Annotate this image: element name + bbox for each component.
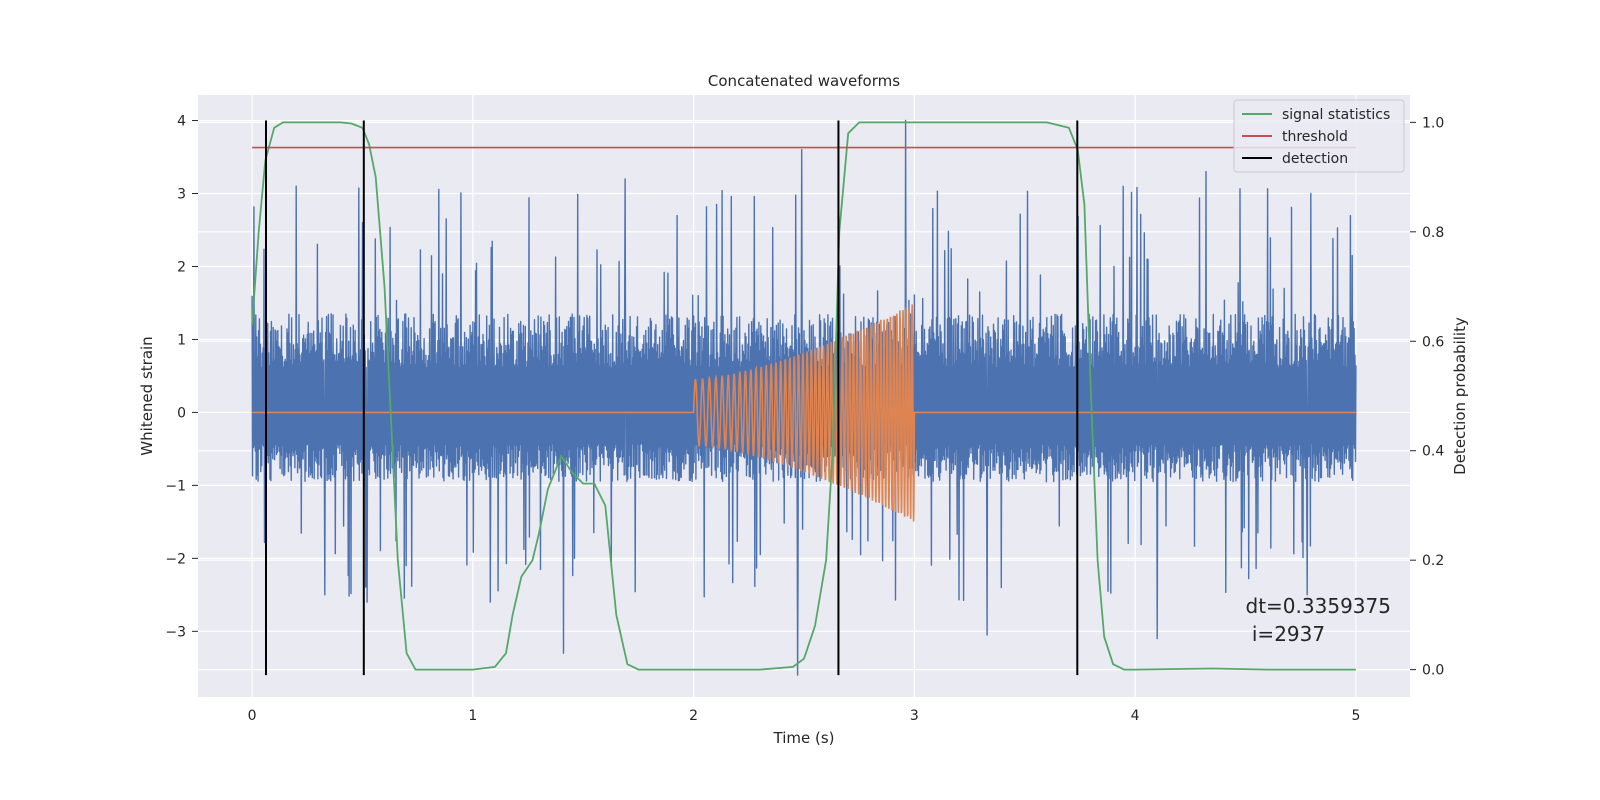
y-left-tick-label: −2 bbox=[165, 551, 186, 567]
x-tick-label: 4 bbox=[1131, 708, 1140, 724]
plot-series bbox=[251, 119, 1357, 676]
y-left-tick-label: 4 bbox=[177, 114, 186, 130]
legend-box bbox=[1233, 99, 1405, 173]
x-tick-label: 2 bbox=[689, 708, 698, 724]
chirp-series-line bbox=[252, 304, 1356, 522]
y-left-tick-label: −1 bbox=[165, 478, 186, 494]
axis-ticks: 0 1 2 3 4 5 −3 −2 −1 0 1 2 3 4 0.0 0.2 0.4 0.6 0.8 1.0 bbox=[165, 114, 1444, 724]
strain-series-line bbox=[251, 119, 1357, 676]
y-right-tick-label: 0.2 bbox=[1422, 553, 1444, 569]
x-tick-label: 5 bbox=[1351, 708, 1360, 724]
y-right-tick-label: 0.4 bbox=[1422, 444, 1444, 460]
x-tick-label: 3 bbox=[910, 708, 919, 724]
y-right-tick-label: 0.8 bbox=[1422, 225, 1444, 241]
y-left-tick-label: 2 bbox=[177, 259, 186, 275]
chart-title: Concatenated waveforms bbox=[708, 72, 900, 90]
x-tick-label: 0 bbox=[248, 708, 257, 724]
y-axis-label-right: Detection probability bbox=[1451, 317, 1469, 475]
legend-label: detection bbox=[1282, 151, 1348, 167]
x-tick-label: 1 bbox=[468, 708, 477, 724]
y-axis-label-left: Whitened strain bbox=[138, 336, 156, 455]
y-left-tick-label: 1 bbox=[177, 332, 186, 348]
y-right-tick-label: 0.0 bbox=[1422, 663, 1444, 679]
y-left-tick-label: 3 bbox=[177, 187, 186, 203]
legend: signal statistics threshold detection bbox=[1233, 99, 1405, 173]
y-right-tick-label: 1.0 bbox=[1422, 115, 1444, 131]
legend-label: signal statistics bbox=[1282, 107, 1390, 123]
y-right-tick-label: 0.6 bbox=[1422, 334, 1444, 350]
y-left-tick-label: 0 bbox=[177, 405, 186, 421]
y-left-tick-label: −3 bbox=[165, 624, 186, 640]
annotation-i: i=2937 bbox=[1246, 622, 1326, 646]
x-axis-label: Time (s) bbox=[773, 729, 835, 747]
annotation-dt: dt=0.3359375 bbox=[1246, 594, 1391, 618]
legend-label: threshold bbox=[1282, 129, 1348, 145]
